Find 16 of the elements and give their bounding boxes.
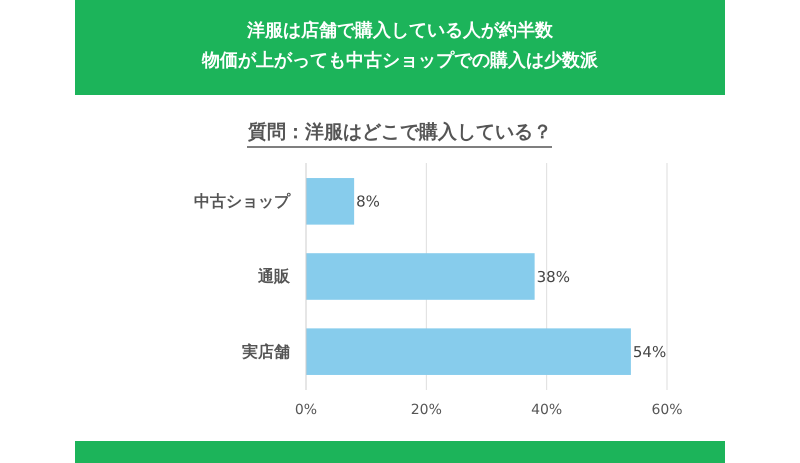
x-tick-label: 60% — [651, 402, 683, 418]
x-tick-label: 20% — [410, 402, 442, 418]
bar — [306, 328, 631, 375]
bar — [306, 253, 535, 300]
text: 質問：洋服はどこで購入している？ — [247, 121, 552, 143]
data-label: 8% — [356, 192, 380, 211]
bar — [306, 178, 354, 225]
y-tick-label: 中古ショップ — [194, 191, 291, 210]
y-tick-label: 通販 — [257, 266, 291, 286]
x-tick-label: 0% — [294, 402, 318, 418]
chart-subtitle: 物価が上がっても中古ショップでの購入は少数派 — [201, 50, 599, 71]
data-label: 38% — [536, 268, 570, 286]
chart-title: 洋服は店舗で購入している人が約半数 — [246, 20, 554, 41]
y-tick-label: 実店舗 — [241, 342, 290, 361]
data-label: 54% — [632, 342, 666, 361]
x-tick-label: 40% — [531, 402, 562, 418]
